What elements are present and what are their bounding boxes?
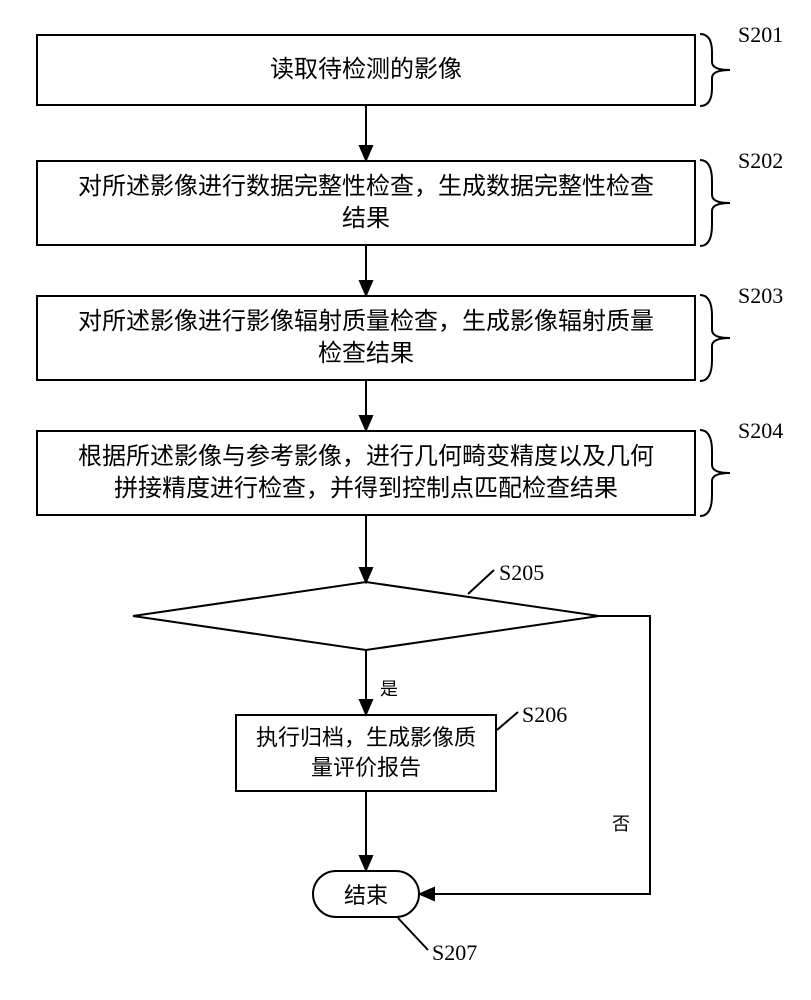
edge-label-yes-text: 是: [380, 679, 398, 699]
step-s203-box: 对所述影像进行影像辐射质量检查，生成影像辐射质量检查结果: [36, 295, 696, 381]
label-s202: S202: [738, 148, 783, 174]
step-s201-text: 读取待检测的影像: [270, 54, 462, 86]
label-s203-text: S203: [738, 283, 783, 308]
edge-e1: [360, 106, 372, 160]
label-s201-text: S201: [738, 22, 783, 47]
leader-s206: [497, 712, 518, 730]
brace-s203: [700, 295, 730, 381]
edge-label-no: 否: [612, 810, 630, 836]
label-s205-text: S205: [499, 560, 544, 585]
label-s206-text: S206: [522, 702, 567, 727]
edge-e2: [360, 246, 372, 295]
brace-s202: [700, 160, 730, 246]
terminator-end: 结束: [312, 870, 420, 918]
edge-e3: [360, 381, 372, 430]
leader-s207: [398, 918, 428, 950]
step-s201-box: 读取待检测的影像: [36, 34, 696, 106]
edge-e4: [360, 516, 372, 582]
label-s201: S201: [738, 22, 783, 48]
step-s204-box: 根据所述影像与参考影像，进行几何畸变精度以及几何拼接精度进行检查，并得到控制点匹…: [36, 430, 696, 516]
label-s205: S205: [499, 560, 544, 586]
step-s206-box: 执行归档，生成影像质量评价报告: [235, 714, 497, 792]
brace-s201: [700, 34, 730, 106]
brace-s204: [700, 430, 730, 516]
label-s204: S204: [738, 418, 783, 444]
step-s206-text: 执行归档，生成影像质量评价报告: [256, 723, 476, 782]
label-s203: S203: [738, 283, 783, 309]
leader-s205: [468, 570, 494, 594]
flowchart-canvas: 读取待检测的影像 对所述影像进行数据完整性检查，生成数据完整性检查结果 对所述影…: [0, 0, 811, 1000]
step-s205-text: 判定检查结果是否需要归档: [234, 609, 498, 634]
edge-e5: [360, 650, 372, 714]
edge-label-no-text: 否: [612, 814, 630, 834]
edge-e6: [360, 792, 372, 870]
label-s206: S206: [522, 702, 567, 728]
label-s207: S207: [432, 940, 477, 966]
step-s202-box: 对所述影像进行数据完整性检查，生成数据完整性检查结果: [36, 160, 696, 246]
terminator-end-text: 结束: [344, 878, 388, 910]
step-s203-text: 对所述影像进行影像辐射质量检查，生成影像辐射质量检查结果: [78, 306, 654, 371]
label-s207-text: S207: [432, 940, 477, 965]
step-s205-text-wrap: 判定检查结果是否需要归档: [184, 604, 548, 636]
step-s202-text: 对所述影像进行数据完整性检查，生成数据完整性检查结果: [78, 171, 654, 236]
edge-label-yes: 是: [380, 675, 398, 701]
label-s204-text: S204: [738, 418, 783, 443]
step-s204-text: 根据所述影像与参考影像，进行几何畸变精度以及几何拼接精度进行检查，并得到控制点匹…: [78, 441, 654, 506]
label-s202-text: S202: [738, 148, 783, 173]
